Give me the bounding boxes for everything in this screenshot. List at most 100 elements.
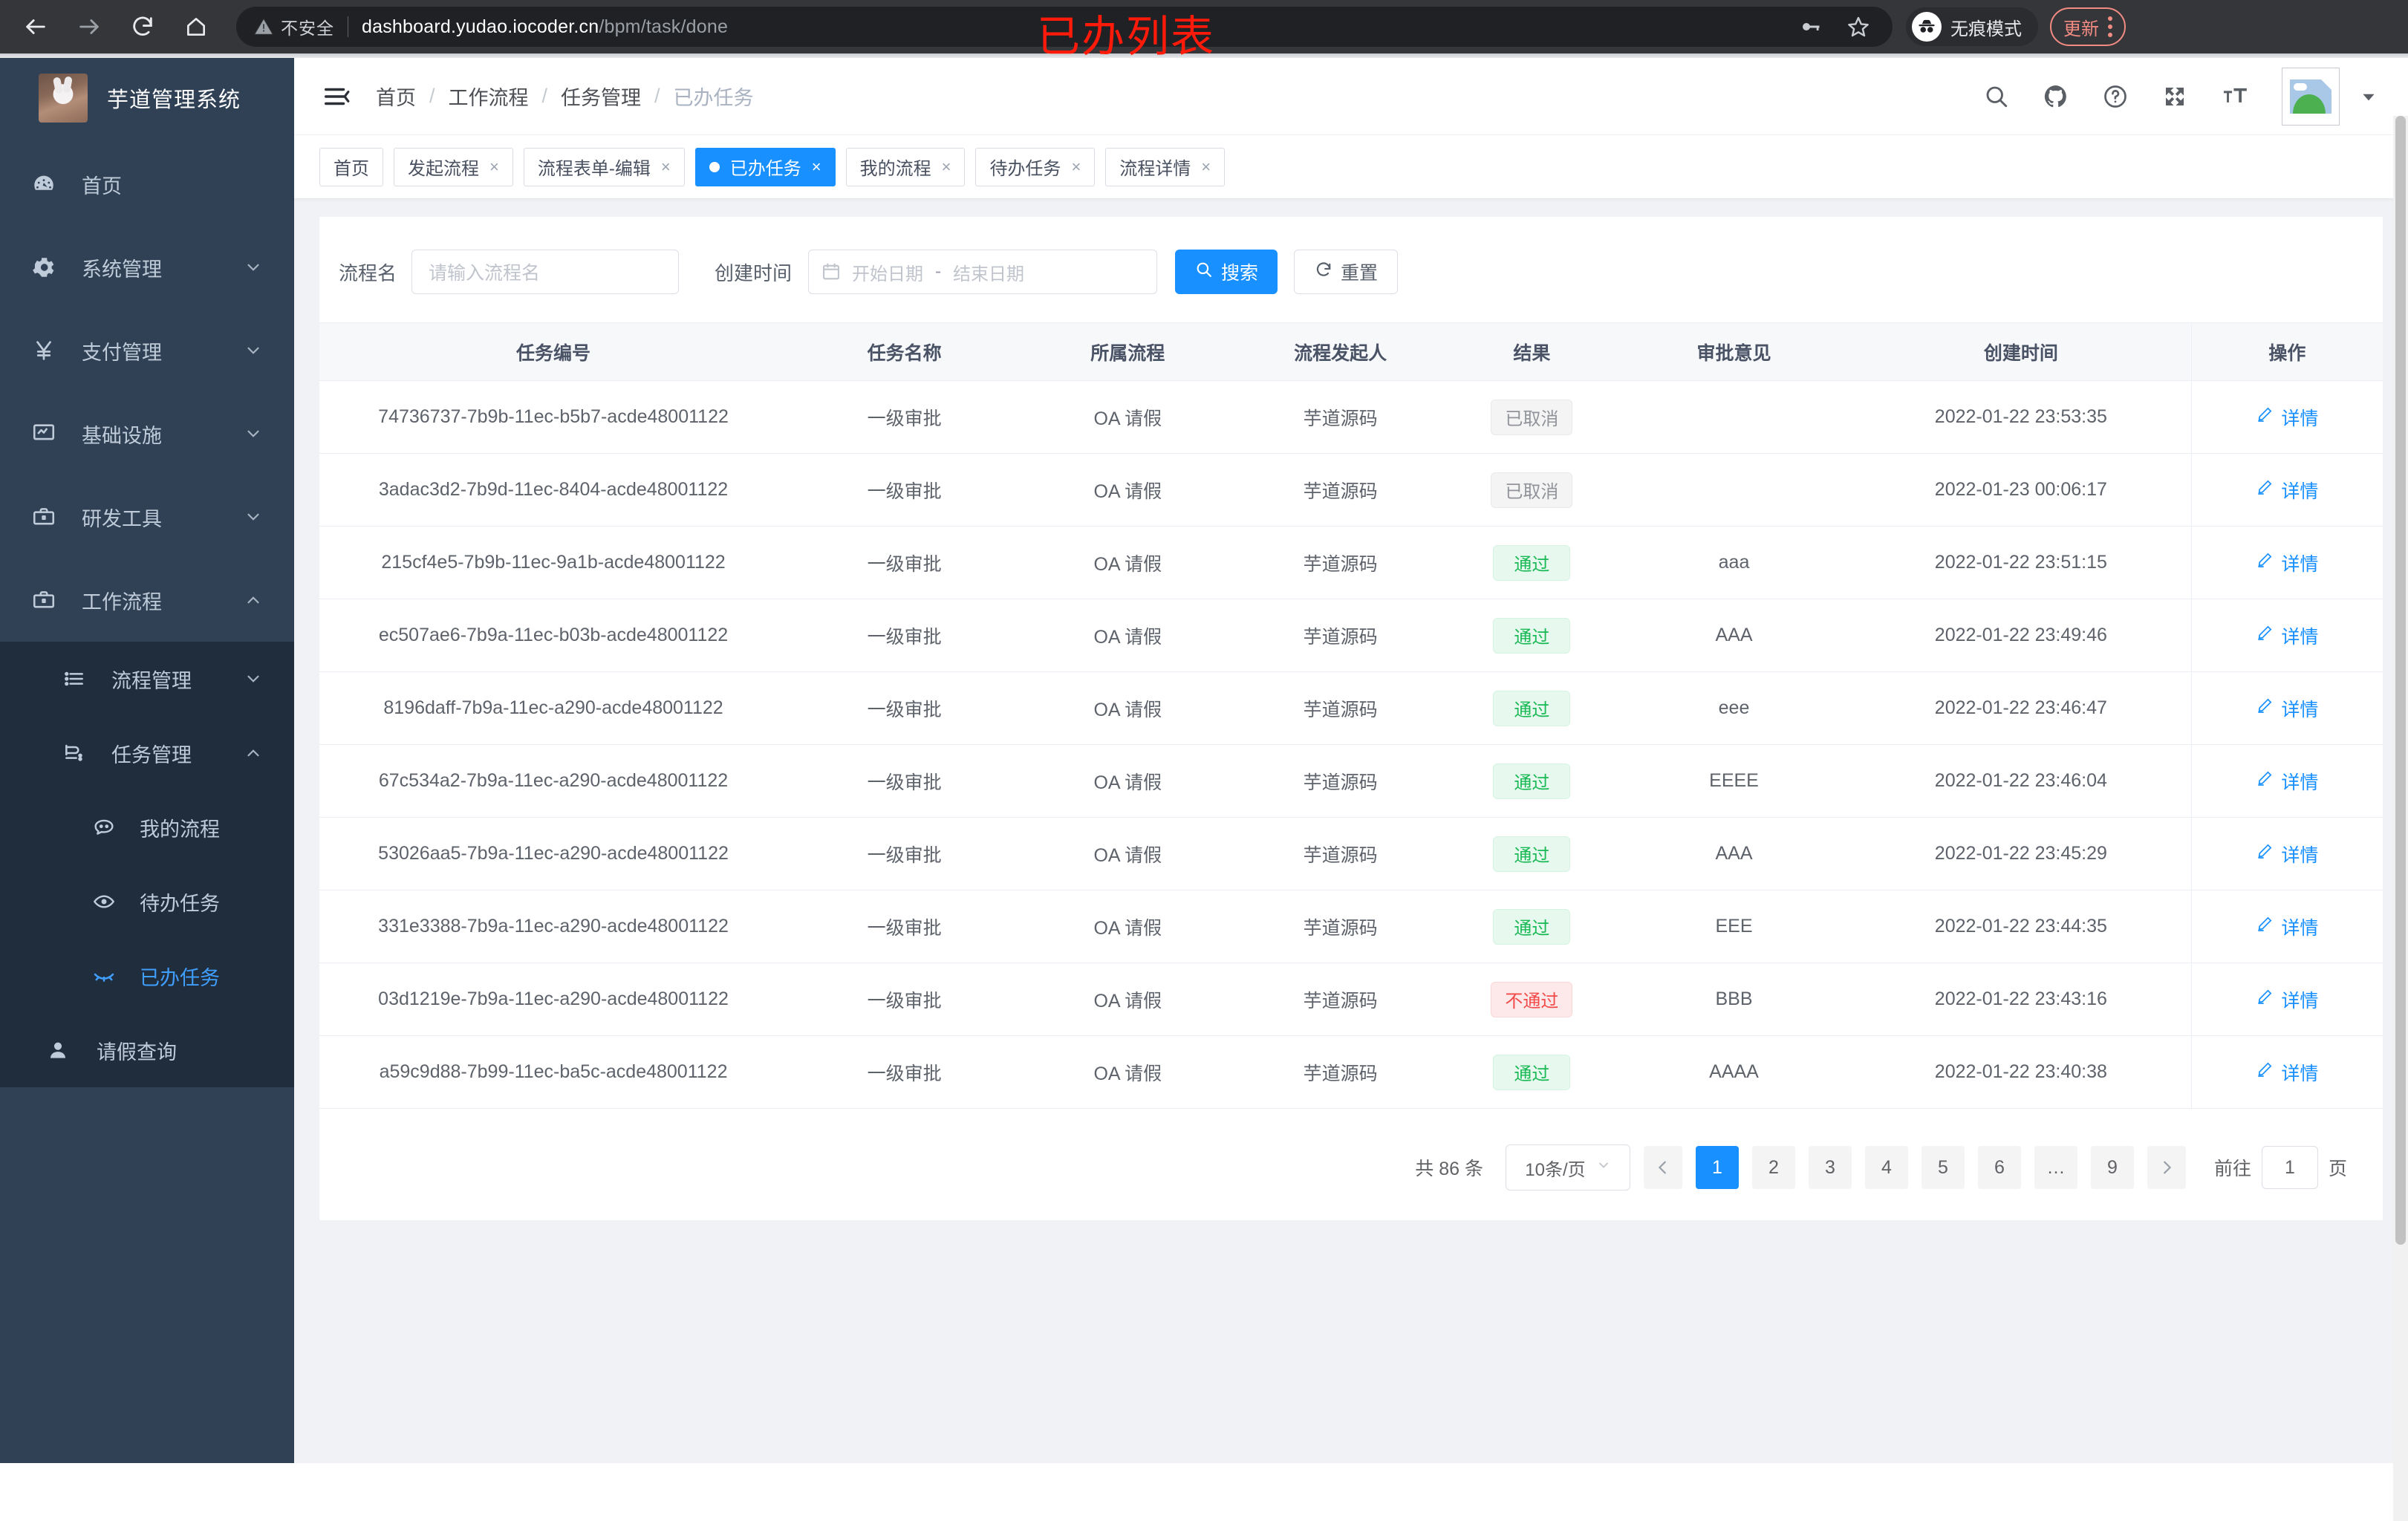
table-row[interactable]: 03d1219e-7b9a-11ec-a290-acde48001122 一级审批…	[319, 963, 2383, 1036]
chrome-divider	[0, 53, 2408, 58]
home-icon[interactable]	[172, 3, 220, 51]
forward-arrow-icon[interactable]	[65, 3, 113, 51]
address-bar[interactable]: 不安全 dashboard.yudao.iocoder.cn/bpm/task/…	[236, 7, 1893, 47]
back-arrow-icon[interactable]	[12, 3, 59, 51]
column-header-created-time[interactable]: 创建时间	[1851, 322, 2192, 381]
table-row[interactable]: 331e3388-7b9a-11ec-a290-acde48001122 一级审批…	[319, 890, 2383, 963]
close-icon[interactable]: ×	[1071, 157, 1081, 176]
pagination-prev-button[interactable]	[1643, 1146, 1682, 1189]
search-icon[interactable]	[1983, 83, 2010, 110]
hamburger-icon[interactable]	[319, 79, 354, 114]
column-header-task-name[interactable]: 任务名称	[787, 322, 1022, 381]
pagination-page-2[interactable]: 2	[1751, 1146, 1795, 1189]
sidebar-item-home[interactable]: 首页	[0, 143, 294, 226]
detail-button[interactable]: 详情	[2256, 622, 2318, 649]
pagination-page-4[interactable]: 4	[1864, 1146, 1908, 1189]
cell-opinion: aaa	[1616, 526, 1852, 599]
pagination-page-6[interactable]: 6	[1977, 1146, 2021, 1189]
cell-initiator: 芋道源码	[1234, 817, 1447, 890]
reset-button[interactable]: 重置	[1294, 250, 1399, 294]
detail-button[interactable]: 详情	[2256, 695, 2318, 722]
date-range-picker[interactable]: 开始日期 - 结束日期	[808, 250, 1158, 294]
pagination-page-1[interactable]: 1	[1695, 1146, 1739, 1189]
detail-button[interactable]: 详情	[2256, 1059, 2318, 1086]
table-row[interactable]: 67c534a2-7b9a-11ec-a290-acde48001122 一级审批…	[319, 744, 2383, 818]
table-row[interactable]: ec507ae6-7b9a-11ec-b03b-acde48001122 一级审批…	[319, 599, 2383, 672]
sidebar-item-my-process[interactable]: 我的流程	[0, 790, 294, 864]
close-icon[interactable]: ×	[489, 157, 499, 176]
detail-button[interactable]: 详情	[2256, 986, 2318, 1013]
reload-icon[interactable]	[119, 3, 166, 51]
chevron-down-icon[interactable]	[2359, 87, 2378, 106]
pagination-page-5[interactable]: 5	[1921, 1146, 1965, 1189]
search-button[interactable]: 搜索	[1175, 250, 1278, 294]
task-icon	[62, 741, 101, 765]
detail-button[interactable]: 详情	[2256, 768, 2318, 795]
breadcrumb-item-2[interactable]: 工作流程	[448, 87, 529, 109]
pagination-next-button[interactable]	[2147, 1146, 2186, 1189]
column-header-process[interactable]: 所属流程	[1021, 322, 1234, 381]
update-button[interactable]: 更新	[2050, 7, 2126, 46]
tab-done-task[interactable]: 已办任务 ×	[694, 147, 836, 186]
page-scrollbar[interactable]	[2393, 116, 2408, 1521]
pagination-ellipsis[interactable]: …	[2034, 1146, 2077, 1189]
page-scrollbar-thumb[interactable]	[2395, 116, 2406, 1245]
column-header-task-id[interactable]: 任务编号	[319, 322, 788, 381]
page-size-select[interactable]: 10条/页	[1505, 1144, 1630, 1191]
close-icon[interactable]: ×	[811, 157, 821, 176]
breadcrumb-item-3[interactable]: 任务管理	[561, 87, 642, 109]
sidebar-item-system[interactable]: 系统管理	[0, 226, 294, 309]
sidebar-item-label: 研发工具	[82, 507, 162, 530]
tab-my-process[interactable]: 我的流程 ×	[845, 147, 966, 186]
sidebar-item-payment[interactable]: 支付管理	[0, 309, 294, 392]
table-row[interactable]: 74736737-7b9b-11ec-b5b7-acde48001122 一级审批…	[319, 380, 2383, 454]
avatar[interactable]	[2282, 67, 2340, 126]
chrome-menu-icon[interactable]	[2108, 16, 2112, 37]
tab-process-form-edit[interactable]: 流程表单-编辑 ×	[523, 147, 685, 186]
sidebar-brand[interactable]: 芋道管理系统	[0, 58, 294, 138]
sidebar-item-devtools[interactable]: 研发工具	[0, 475, 294, 558]
tab-process-detail[interactable]: 流程详情 ×	[1105, 147, 1226, 186]
table-row[interactable]: 53026aa5-7b9a-11ec-a290-acde48001122 一级审批…	[319, 817, 2383, 890]
sidebar-item-process-management[interactable]: 流程管理	[0, 642, 294, 716]
tab-todo-task[interactable]: 待办任务 ×	[975, 147, 1096, 186]
detail-button[interactable]: 详情	[2256, 550, 2318, 576]
fullscreen-icon[interactable]	[2161, 83, 2188, 110]
sidebar-item-todo-task[interactable]: 待办任务	[0, 864, 294, 939]
table-row[interactable]: a59c9d88-7b99-11ec-ba5c-acde48001122 一级审批…	[319, 1035, 2383, 1109]
detail-button[interactable]: 详情	[2256, 404, 2318, 431]
bookmark-star-icon[interactable]	[1846, 15, 1870, 39]
sidebar-item-done-task[interactable]: 已办任务	[0, 939, 294, 1013]
table-row[interactable]: 3adac3d2-7b9d-11ec-8404-acde48001122 一级审批…	[319, 453, 2383, 527]
tab-home[interactable]: 首页	[319, 147, 383, 186]
password-key-icon[interactable]	[1799, 16, 1821, 38]
detail-button[interactable]: 详情	[2256, 841, 2318, 867]
help-icon[interactable]	[2102, 83, 2129, 110]
close-icon[interactable]: ×	[1201, 157, 1211, 176]
close-icon[interactable]: ×	[660, 157, 671, 176]
pagination-goto-input[interactable]: 1	[2261, 1146, 2318, 1189]
column-header-initiator[interactable]: 流程发起人	[1234, 322, 1447, 381]
font-size-icon[interactable]	[2221, 82, 2249, 111]
detail-button[interactable]: 详情	[2256, 477, 2318, 504]
cell-process: OA 请假	[1021, 380, 1234, 454]
sidebar-item-infrastructure[interactable]: 基础设施	[0, 392, 294, 475]
pagination-page-9[interactable]: 9	[2090, 1146, 2134, 1189]
breadcrumb-item-1[interactable]: 首页	[376, 87, 416, 109]
sidebar-item-task-management[interactable]: 任务管理	[0, 716, 294, 790]
column-header-result[interactable]: 结果	[1446, 322, 1617, 381]
sidebar-item-leave-query[interactable]: 请假查询	[0, 1013, 294, 1087]
close-icon[interactable]: ×	[941, 157, 951, 176]
detail-button[interactable]: 详情	[2256, 913, 2318, 940]
tab-start-process[interactable]: 发起流程 ×	[394, 147, 513, 186]
column-header-opinion[interactable]: 审批意见	[1616, 322, 1852, 381]
github-icon[interactable]	[2043, 83, 2069, 110]
pagination-page-3[interactable]: 3	[1808, 1146, 1852, 1189]
sidebar-item-workflow[interactable]: 工作流程	[0, 558, 294, 642]
table-row[interactable]: 8196daff-7b9a-11ec-a290-acde48001122 一级审批…	[319, 671, 2383, 745]
process-name-input[interactable]: 请输入流程名	[411, 250, 680, 294]
table-row[interactable]: 215cf4e5-7b9b-11ec-9a1b-acde48001122 一级审批…	[319, 526, 2383, 599]
incognito-indicator[interactable]: 无痕模式	[1906, 7, 2038, 46]
cell-task-name: 一级审批	[787, 599, 1022, 672]
browser-right-controls: 无痕模式 更新	[1906, 7, 2139, 46]
